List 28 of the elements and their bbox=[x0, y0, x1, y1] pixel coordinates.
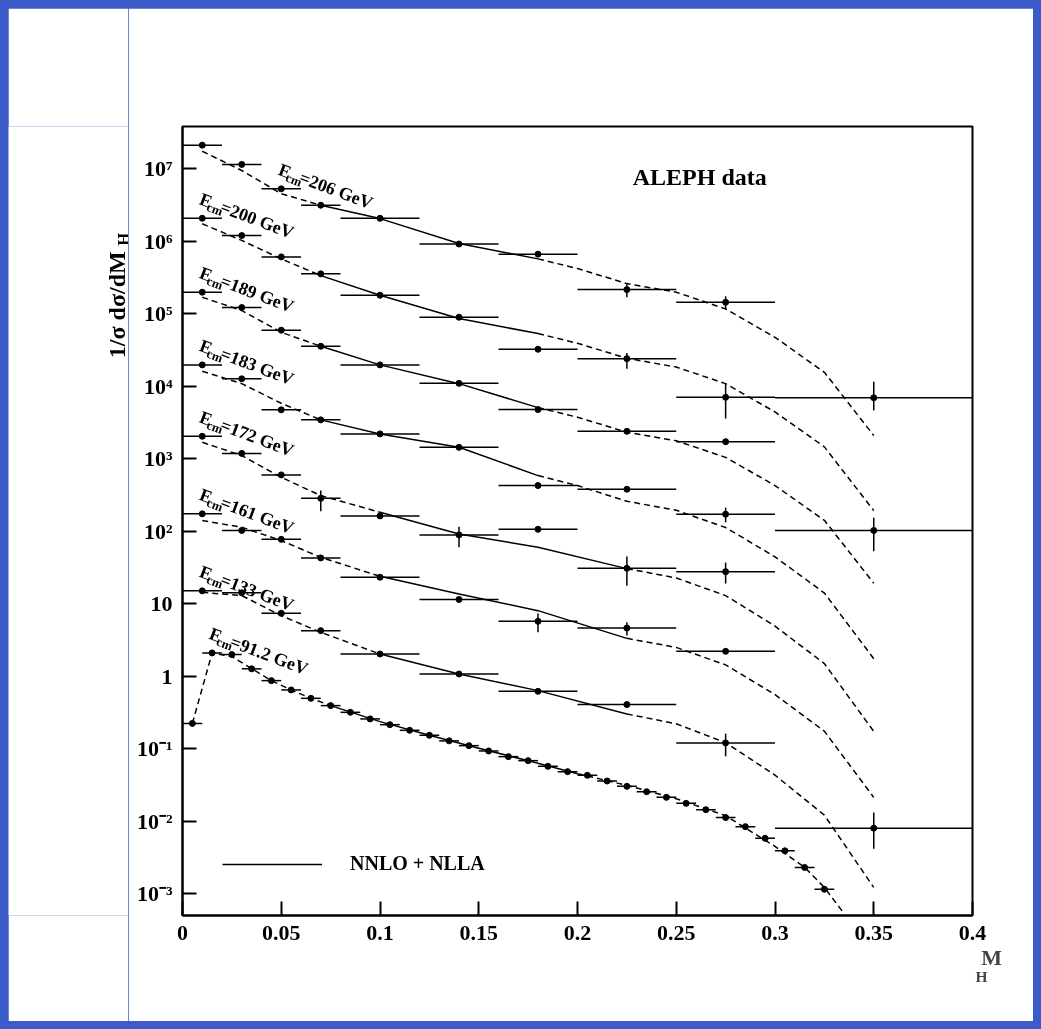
y-tick-label: 10⁷ bbox=[143, 156, 173, 182]
y-tick-label: 10 bbox=[150, 591, 173, 617]
y-tick-label: 10⁻² bbox=[136, 808, 173, 834]
x-tick-label: 0.2 bbox=[563, 919, 592, 945]
x-tick-label: 0.15 bbox=[459, 919, 498, 945]
y-tick-label: 10⁵ bbox=[143, 301, 173, 327]
x-tick-label: 0.4 bbox=[958, 919, 987, 945]
y-tick-label: 10² bbox=[143, 518, 173, 544]
legend-label: NNLO + NLLA bbox=[350, 852, 485, 875]
y-tick-label: 10⁻³ bbox=[136, 881, 173, 907]
x-tick-label: 0.3 bbox=[761, 919, 789, 945]
x-tick-label: 0.1 bbox=[366, 919, 394, 945]
annotation: ALEPH data bbox=[632, 163, 767, 190]
x-tick-label: 0.25 bbox=[657, 919, 696, 945]
y-tick-label: 10⁶ bbox=[143, 228, 173, 254]
text: Ecm=91.2 GeV bbox=[206, 623, 311, 679]
text: Ecm=189 GeV bbox=[196, 262, 297, 317]
y-tick-label: 1 bbox=[161, 663, 173, 689]
x-tick-label: 0 bbox=[177, 919, 188, 945]
x-tick-label: 0.35 bbox=[854, 919, 893, 945]
x-tick-label: 0.05 bbox=[262, 919, 301, 945]
y-tick-label: 10⁻¹ bbox=[136, 736, 173, 762]
text: Ecm=172 GeV bbox=[196, 406, 297, 461]
text: Ecm=161 GeV bbox=[196, 484, 297, 539]
y-tick-label: 10³ bbox=[143, 446, 173, 472]
text: Ecm=183 GeV bbox=[196, 335, 297, 390]
y-tick-label: 10⁴ bbox=[143, 373, 173, 399]
x-axis-title: MH bbox=[975, 944, 1003, 985]
